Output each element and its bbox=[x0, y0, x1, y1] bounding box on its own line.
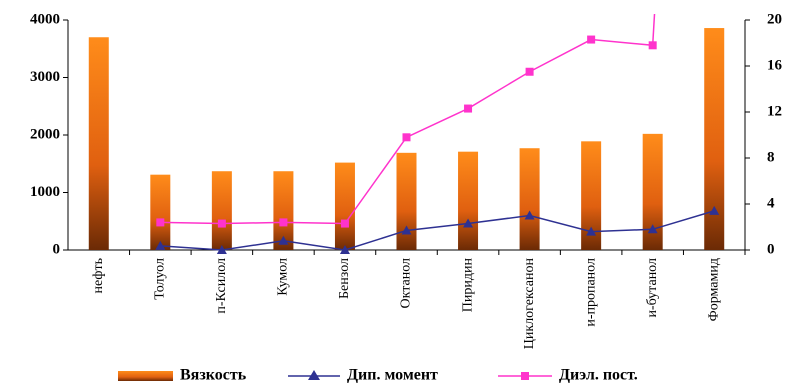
line-group bbox=[155, 205, 720, 254]
point bbox=[339, 245, 350, 254]
y-tick-label: 0 bbox=[53, 241, 61, 257]
x-tick-label: Октанол bbox=[399, 258, 414, 309]
series-line bbox=[160, 14, 656, 225]
y2-tick-label: 12 bbox=[767, 103, 782, 119]
point bbox=[401, 225, 412, 235]
y-tick-label: 3000 bbox=[30, 69, 60, 85]
legend-swatch bbox=[118, 371, 173, 381]
bar bbox=[458, 151, 479, 250]
point bbox=[647, 224, 658, 234]
point bbox=[587, 35, 596, 44]
legend-label: Дип. момент bbox=[347, 367, 438, 384]
line-group bbox=[156, 14, 657, 228]
legend-label: Вязкость bbox=[180, 367, 247, 384]
y2-tick-label: 16 bbox=[767, 57, 783, 73]
x-tick-label: Бензол bbox=[337, 258, 352, 299]
y2-tick-label: 8 bbox=[767, 149, 775, 165]
x-tick-label: и-пропанол bbox=[583, 258, 598, 327]
point bbox=[279, 218, 288, 227]
bar bbox=[396, 152, 417, 250]
legend-label: Диэл. пост. bbox=[559, 367, 638, 384]
series-line bbox=[160, 210, 715, 251]
point bbox=[586, 226, 597, 236]
bar bbox=[519, 148, 540, 250]
bar bbox=[704, 28, 725, 250]
x-tick-label: Циклогексанон bbox=[522, 257, 537, 349]
point bbox=[278, 235, 289, 245]
point bbox=[216, 245, 227, 254]
x-tick-label: Толуол bbox=[153, 258, 168, 300]
bar bbox=[642, 133, 663, 250]
x-tick-label: п-Ксилол bbox=[214, 258, 229, 314]
bar bbox=[273, 171, 294, 250]
legend-swatch bbox=[308, 370, 320, 380]
point bbox=[525, 67, 534, 76]
bar bbox=[88, 37, 109, 250]
bar bbox=[581, 141, 602, 250]
bar bbox=[150, 174, 171, 250]
point bbox=[217, 219, 226, 228]
x-tick-label: Формамид bbox=[706, 258, 721, 321]
bar bbox=[334, 162, 355, 250]
point bbox=[156, 218, 165, 227]
bar bbox=[211, 171, 232, 250]
point bbox=[155, 240, 166, 250]
x-tick-label: Пиридин bbox=[460, 257, 475, 312]
point bbox=[340, 219, 349, 228]
y2-tick-label: 0 bbox=[767, 241, 775, 257]
x-tick-label: и-бутанол bbox=[645, 258, 660, 318]
y-tick-label: 4000 bbox=[30, 11, 60, 27]
point bbox=[463, 218, 474, 228]
point bbox=[464, 104, 473, 113]
point bbox=[524, 210, 535, 220]
legend-swatch bbox=[521, 372, 529, 380]
y-tick-label: 1000 bbox=[30, 184, 60, 200]
y-tick-label: 2000 bbox=[30, 126, 60, 142]
y2-tick-label: 20 bbox=[767, 11, 782, 27]
point bbox=[709, 205, 720, 215]
x-tick-label: нефть bbox=[91, 258, 106, 293]
x-tick-label: Кумол bbox=[276, 258, 291, 296]
y2-tick-label: 4 bbox=[767, 195, 775, 211]
point bbox=[402, 133, 411, 142]
point bbox=[648, 41, 657, 50]
